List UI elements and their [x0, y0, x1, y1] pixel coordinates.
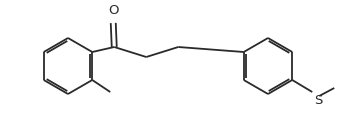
Text: S: S: [314, 94, 322, 107]
Text: O: O: [108, 4, 119, 17]
